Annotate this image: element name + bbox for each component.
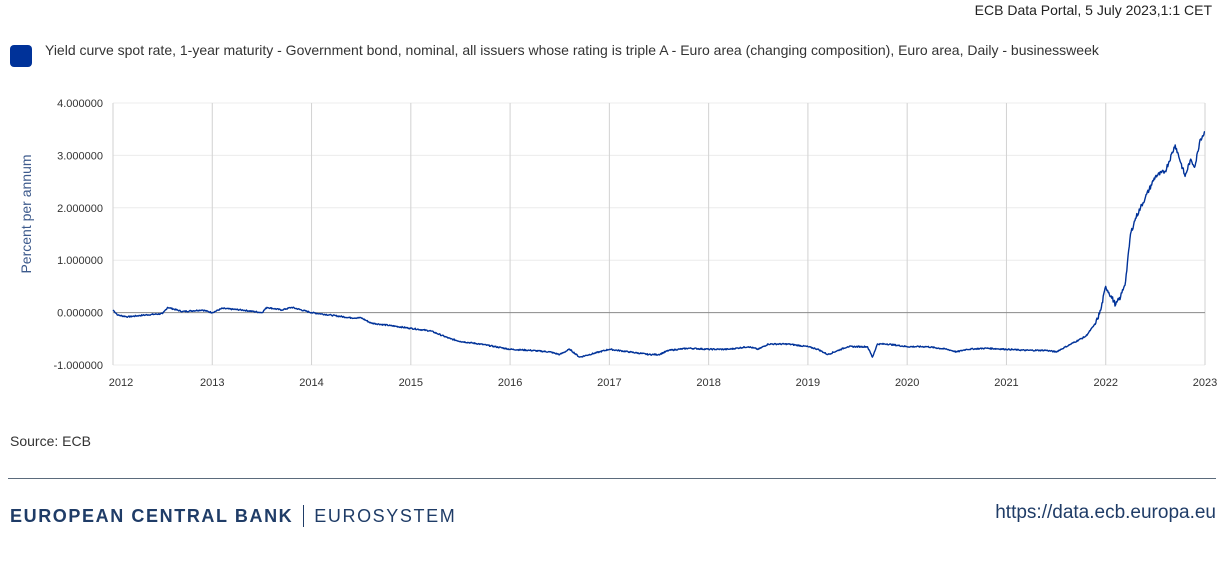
x-tick-label: 2013 — [200, 377, 224, 389]
source-note: Source: ECB — [10, 433, 91, 449]
ecb-logo: EUROPEAN CENTRAL BANK EUROSYSTEM — [10, 505, 456, 527]
y-tick-label: 0.000000 — [57, 308, 103, 320]
x-axis-ticks: 2012 2013 2014 2015 2016 2017 2018 2019 2020 2021… — [109, 377, 1217, 389]
logo-separator — [303, 505, 305, 527]
x-tick-label: 2014 — [299, 377, 323, 389]
x-tick-label: 2021 — [994, 377, 1018, 389]
y-axis-ticks: -1.000000 0.000000 1.000000 2.000000 3.00000… — [53, 98, 103, 372]
x-tick-label: 2022 — [1093, 377, 1117, 389]
y-axis-label: Percent per annum — [18, 154, 34, 273]
line-chart: -1.000000 0.000000 1.000000 2.000000 3.00000… — [18, 98, 1217, 389]
x-tick-label: 2012 — [109, 377, 133, 389]
y-tick-label: 4.000000 — [57, 98, 103, 110]
x-tick-label: 2018 — [696, 377, 720, 389]
y-tick-label: 3.000000 — [57, 150, 103, 162]
x-tick-label: 2017 — [597, 377, 621, 389]
footer-url[interactable]: https://data.ecb.europa.eu — [995, 502, 1216, 523]
x-tick-label: 2016 — [498, 377, 522, 389]
x-tick-label: 2015 — [399, 377, 423, 389]
y-tick-label: 2.000000 — [57, 203, 103, 215]
portal-date: ECB Data Portal, 5 July 2023,1:1 CET — [974, 2, 1212, 18]
y-tick-label: -1.000000 — [53, 360, 103, 372]
eurosystem-label: EUROSYSTEM — [314, 505, 457, 526]
chart-gridlines — [112, 102, 1206, 366]
series-line — [112, 131, 1206, 358]
bank-name: EUROPEAN CENTRAL BANK — [10, 505, 294, 526]
legend-label[interactable]: Yield curve spot rate, 1-year maturity -… — [45, 42, 1099, 58]
x-tick-label: 2020 — [895, 377, 919, 389]
x-tick-label: 2023 — [1193, 377, 1217, 389]
footer-divider — [8, 478, 1216, 479]
chart-legend[interactable]: Yield curve spot rate, 1-year maturity -… — [10, 40, 1160, 67]
legend-swatch[interactable] — [10, 45, 32, 67]
x-tick-label: 2019 — [796, 377, 820, 389]
chart-series — [112, 131, 1206, 358]
y-tick-label: 1.000000 — [57, 255, 103, 267]
